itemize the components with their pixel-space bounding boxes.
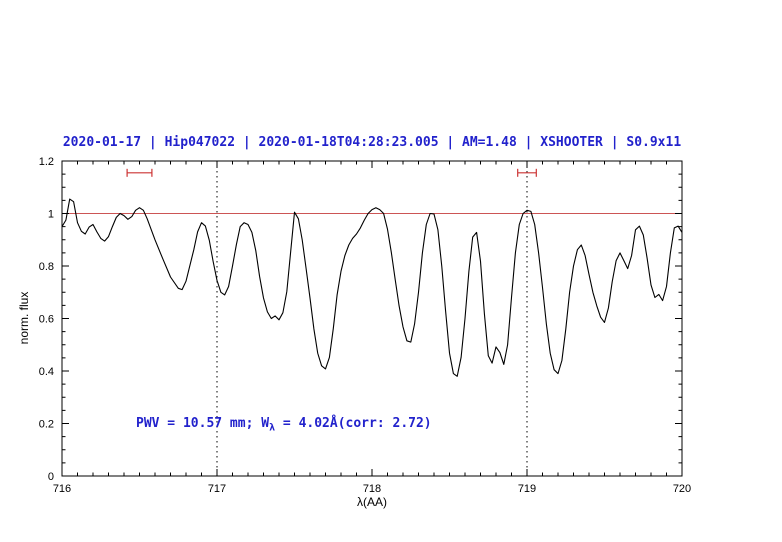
y-tick-label: 0 xyxy=(48,471,54,483)
x-tick-label: 717 xyxy=(208,483,226,495)
y-tick-label: 0.2 xyxy=(39,419,54,431)
y-tick-label: 1 xyxy=(48,209,54,221)
x-axis-title: λ(AA) xyxy=(357,495,387,509)
x-tick-label: 718 xyxy=(363,483,381,495)
spectrum-trace xyxy=(61,198,683,377)
y-tick-label: 0.6 xyxy=(39,314,54,326)
pwv-annotation: PWV = 10.57 mm; Wλ = 4.02Å(corr: 2.72) xyxy=(136,416,432,434)
y-tick-label: 1.2 xyxy=(39,156,54,168)
annotation-lambda-sub: λ xyxy=(269,422,276,434)
plot-title: 2020-01-17 | Hip047022 | 2020-01-18T04:2… xyxy=(62,135,682,150)
annotation-post: = 4.02Å(corr: 2.72) xyxy=(275,416,432,431)
x-tick-label: 719 xyxy=(518,483,536,495)
x-tick-label: 720 xyxy=(673,483,691,495)
x-tick-label: 716 xyxy=(53,483,71,495)
y-tick-label: 0.4 xyxy=(39,366,54,378)
y-tick-label: 0.8 xyxy=(39,261,54,273)
y-axis-title: norm. flux xyxy=(17,291,31,345)
annotation-pre: PWV = 10.57 mm; W xyxy=(136,416,270,431)
